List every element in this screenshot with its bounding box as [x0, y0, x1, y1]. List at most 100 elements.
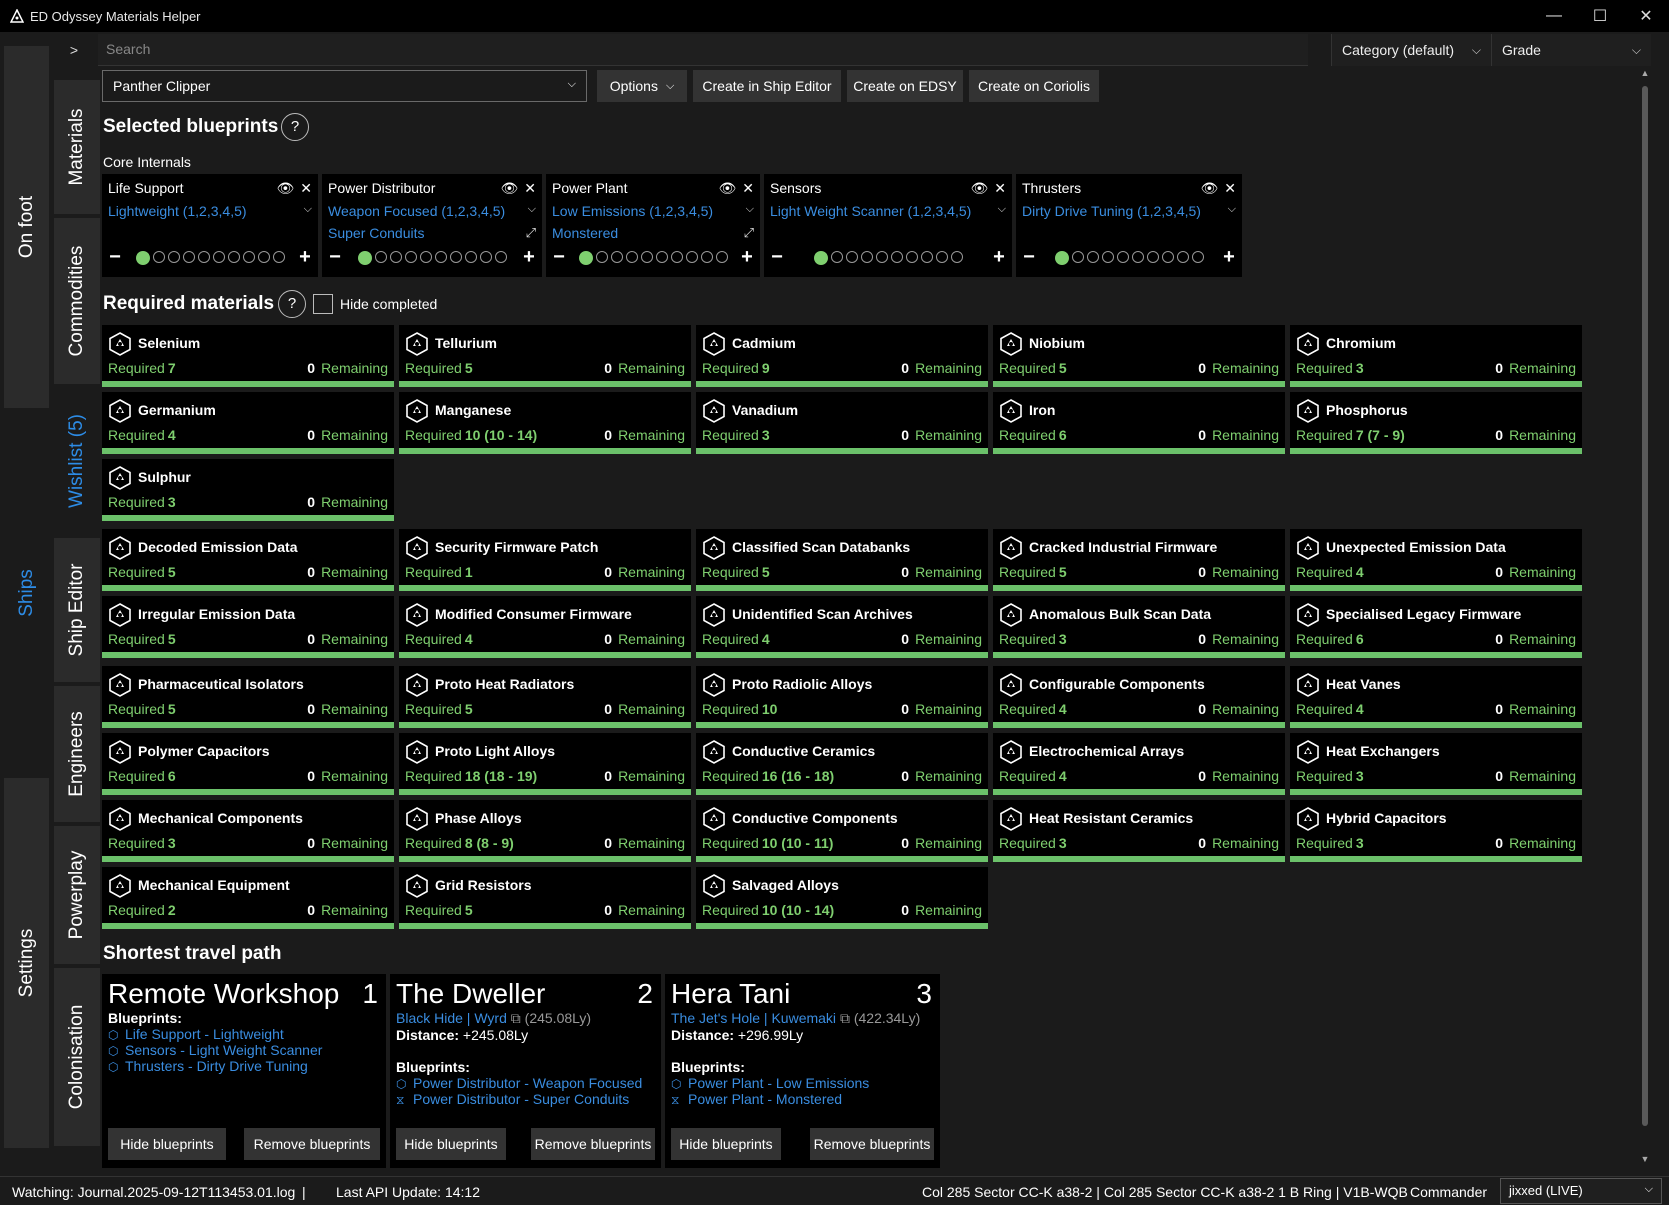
minus-icon[interactable]: − — [553, 246, 565, 268]
eye-icon[interactable]: 👁 — [718, 180, 737, 196]
category-dropdown[interactable]: Category (default) ⌵ — [1331, 34, 1491, 66]
material-card[interactable]: Iron Required 6 0 Remaining — [993, 392, 1285, 454]
grade-dot[interactable] — [625, 250, 638, 263]
search-input[interactable]: Search — [98, 34, 1308, 66]
blueprint-select[interactable]: Lightweight (1,2,3,4,5) ⌵ — [108, 203, 312, 219]
copy-icon[interactable]: ⧉ — [510, 1010, 521, 1026]
material-card[interactable]: Electrochemical Arrays Required 4 0 Remainin… — [993, 733, 1285, 795]
tab-engineers[interactable]: Engineers — [54, 686, 100, 824]
grade-dot[interactable] — [404, 250, 417, 263]
material-card[interactable]: Proto Radiolic Alloys Required 10 0 Remainin… — [696, 666, 988, 728]
plus-icon[interactable]: + — [741, 246, 753, 268]
minus-icon[interactable]: − — [329, 246, 341, 268]
grade-dot[interactable] — [272, 250, 285, 263]
tab-on-foot[interactable]: On foot — [4, 46, 50, 408]
grade-dot[interactable] — [479, 250, 492, 263]
blueprint-select[interactable]: Low Emissions (1,2,3,4,5) ⌵ — [552, 203, 754, 219]
engineer-location[interactable]: Black Hide | Wyrd ⧉ (245.08Ly) — [396, 1010, 592, 1026]
material-card[interactable]: Proto Light Alloys Required 18 (18 - 19) 0 R… — [399, 733, 691, 795]
material-card[interactable]: Modified Consumer Firmware Required 4 0 Rema… — [399, 596, 691, 658]
grade-dot[interactable] — [830, 250, 843, 263]
material-card[interactable]: Irregular Emission Data Required 5 0 Remaini… — [102, 596, 394, 658]
grade-dot[interactable] — [494, 250, 507, 263]
grade-dot[interactable] — [890, 250, 903, 263]
scrollbar-thumb[interactable] — [1642, 86, 1648, 1126]
travel-blueprint-link[interactable]: ⬡ Sensors - Light Weight Scanner — [108, 1042, 323, 1058]
grade-dot[interactable] — [182, 250, 195, 263]
plus-icon[interactable]: + — [523, 246, 535, 268]
material-card[interactable]: Selenium Required 7 0 Remaining — [102, 325, 394, 387]
travel-blueprint-link[interactable]: ⬡ Power Plant - Low Emissions — [671, 1075, 870, 1091]
ship-select[interactable]: Panther Clipper ⌵ — [102, 70, 587, 102]
close-icon[interactable]: ✕ — [1224, 180, 1236, 196]
material-card[interactable]: Heat Vanes Required 4 0 Remaining — [1290, 666, 1582, 728]
grade-dot[interactable] — [419, 250, 432, 263]
scroll-up-icon[interactable]: ▲ — [1640, 68, 1650, 78]
grade-dot[interactable] — [257, 250, 270, 263]
material-card[interactable]: Conductive Ceramics Required 16 (16 - 18) 0… — [696, 733, 988, 795]
create-coriolis-button[interactable]: Create on Coriolis — [969, 70, 1099, 102]
grade-dot[interactable] — [1101, 250, 1114, 263]
material-card[interactable]: Salvaged Alloys Required 10 (10 - 14) 0 Rema… — [696, 867, 988, 929]
grade-dot[interactable] — [685, 250, 698, 263]
blueprint-select[interactable]: Weapon Focused (1,2,3,4,5) ⌵ — [328, 203, 536, 219]
grade-dot[interactable] — [595, 250, 608, 263]
material-card[interactable]: Unidentified Scan Archives Required 4 0 Rema… — [696, 596, 988, 658]
close-icon[interactable]: ✕ — [994, 180, 1006, 196]
grade-dot[interactable] — [1146, 250, 1159, 263]
hide-blueprints-button[interactable]: Hide blueprints — [671, 1128, 781, 1160]
minimize-button[interactable]: — — [1546, 7, 1562, 24]
grade-dot[interactable] — [610, 250, 623, 263]
grade-selector[interactable] — [135, 250, 285, 265]
engineer-location[interactable]: The Jet's Hole | Kuwemaki ⧉ (422.34Ly) — [671, 1010, 921, 1026]
material-card[interactable]: Cadmium Required 9 0 Remaining — [696, 325, 988, 387]
expand-icon[interactable]: ⤢ — [525, 225, 536, 240]
grade-dot[interactable] — [242, 250, 255, 263]
expand-icon[interactable]: ⤢ — [743, 225, 754, 240]
material-card[interactable]: Germanium Required 4 0 Remaining — [102, 392, 394, 454]
blueprint-select[interactable]: Dirty Drive Tuning (1,2,3,4,5) ⌵ — [1022, 203, 1236, 219]
grade-dot[interactable] — [640, 250, 653, 263]
grade-dot[interactable] — [227, 250, 240, 263]
grade-dot[interactable] — [845, 250, 858, 263]
grade-selector[interactable] — [813, 250, 963, 265]
grade-dot[interactable] — [357, 250, 372, 265]
hide-completed-checkbox[interactable] — [313, 294, 333, 314]
grade-dot[interactable] — [700, 250, 713, 263]
grade-dot[interactable] — [875, 250, 888, 263]
grade-dot[interactable] — [449, 250, 462, 263]
close-button[interactable]: ✕ — [1639, 8, 1653, 25]
hide-blueprints-button[interactable]: Hide blueprints — [396, 1128, 506, 1160]
scroll-down-icon[interactable]: ▼ — [1640, 1154, 1650, 1164]
material-card[interactable]: Cracked Industrial Firmware Required 5 0 Rem… — [993, 529, 1285, 591]
travel-blueprint-link[interactable]: ⬡ Life Support - Lightweight — [108, 1026, 284, 1042]
grade-dot[interactable] — [1176, 250, 1189, 263]
material-card[interactable]: Niobium Required 5 0 Remaining — [993, 325, 1285, 387]
material-card[interactable]: Conductive Components Required 10 (10 - 11… — [696, 800, 988, 862]
tab-materials[interactable]: Materials — [54, 80, 100, 216]
tab-commodities[interactable]: Commodities — [54, 218, 100, 386]
tab-wishlist[interactable]: Wishlist (5) — [54, 388, 100, 536]
grade-dot[interactable] — [905, 250, 918, 263]
material-card[interactable]: Specialised Legacy Firmware Required 6 0 Rem… — [1290, 596, 1582, 658]
maximize-button[interactable]: ☐ — [1592, 8, 1608, 25]
minus-icon[interactable]: − — [109, 246, 121, 268]
grade-dot[interactable] — [1054, 250, 1069, 265]
tab-colonisation[interactable]: Colonisation — [54, 968, 100, 1148]
grade-dot[interactable] — [1086, 250, 1099, 263]
grade-dot[interactable] — [1191, 250, 1204, 263]
material-card[interactable]: Manganese Required 10 (10 - 14) 0 Remaining — [399, 392, 691, 454]
grade-dot[interactable] — [1071, 250, 1084, 263]
blueprint-select[interactable]: Light Weight Scanner (1,2,3,4,5) ⌵ — [770, 203, 1006, 219]
grade-dot[interactable] — [715, 250, 728, 263]
eye-icon[interactable]: 👁 — [1200, 180, 1219, 196]
grade-selector[interactable] — [1054, 250, 1204, 265]
material-card[interactable]: Sulphur Required 3 0 Remaining — [102, 459, 394, 521]
material-card[interactable]: Classified Scan Databanks Required 5 0 Remai… — [696, 529, 988, 591]
remove-blueprints-button[interactable]: Remove blueprints — [531, 1128, 655, 1160]
grade-dot[interactable] — [374, 250, 387, 263]
tab-ships[interactable]: Ships — [4, 410, 50, 776]
grade-dot[interactable] — [434, 250, 447, 263]
tab-powerplay[interactable]: Powerplay — [54, 826, 100, 966]
material-card[interactable]: Tellurium Required 5 0 Remaining — [399, 325, 691, 387]
